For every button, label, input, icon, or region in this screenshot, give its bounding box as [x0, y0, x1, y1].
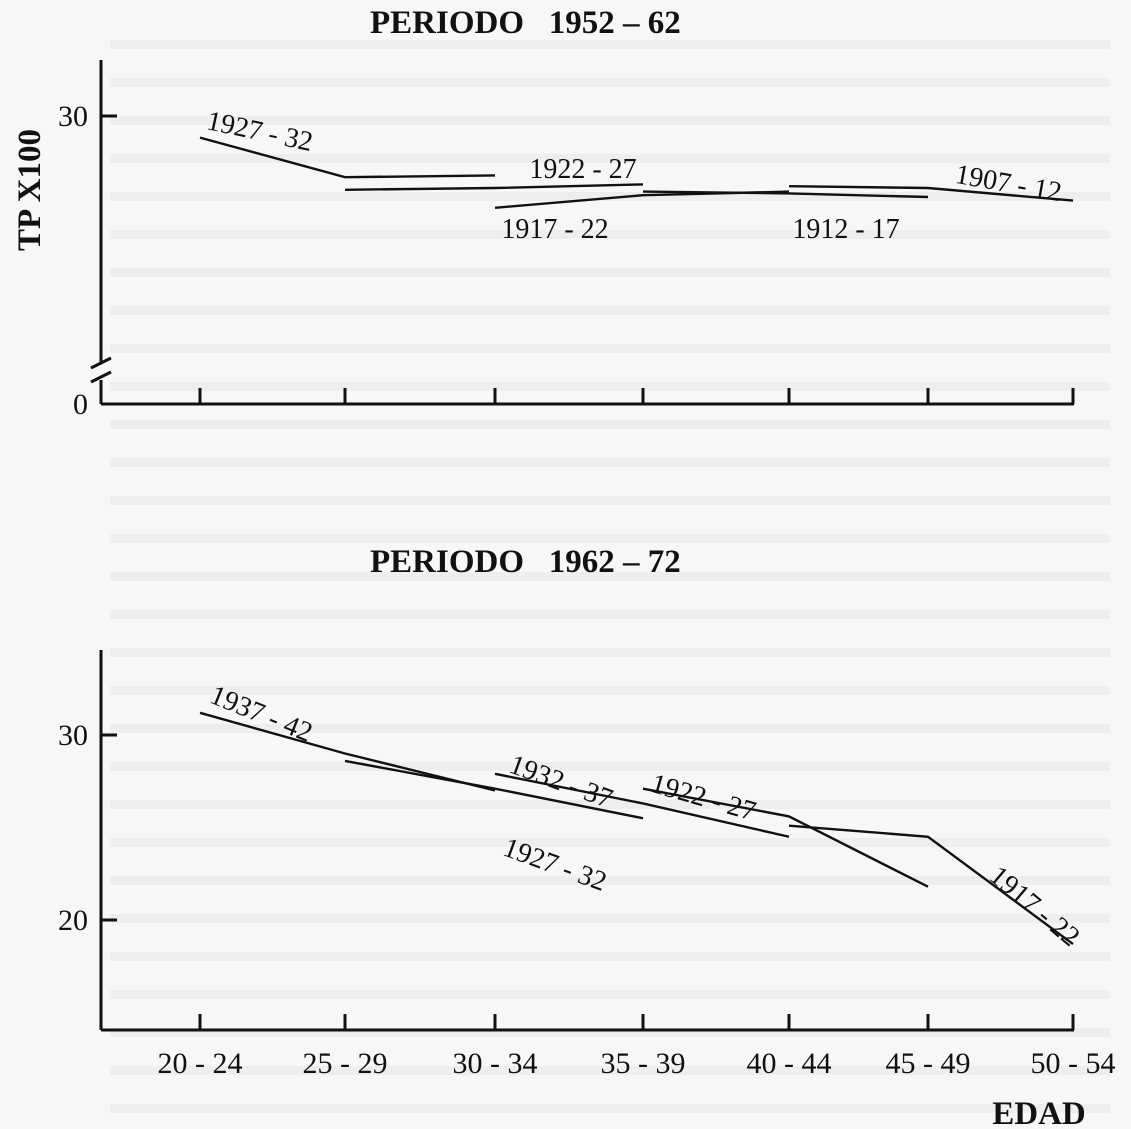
background-text-line: [110, 40, 1110, 49]
x-tick-label: 30 - 34: [453, 1047, 538, 1080]
background-text-line: [110, 154, 1110, 163]
background-text-line: [110, 990, 1110, 999]
series-label: 1912 - 17: [792, 214, 899, 245]
background-text-line: [110, 876, 1110, 885]
background-text-line: [110, 648, 1110, 657]
series-line: [642, 787, 929, 888]
background-text-line: [110, 192, 1110, 201]
x-tick-label: 20 - 24: [158, 1047, 243, 1080]
x-ticks: [198, 1014, 1075, 1030]
y-tick-label: 30: [58, 100, 88, 133]
series-lines: [199, 136, 1074, 209]
x-tick-labels: 20 - 24 25 - 29 30 - 34 35 - 39 40 - 44 45 - …: [158, 1047, 1116, 1080]
x-tick-label: 45 - 49: [886, 1047, 971, 1080]
background-text-line: [110, 952, 1110, 961]
chart-period-1952-62: PERIODO 1952 – 62 TP X100 30 0 1927 - 32…: [12, 5, 1075, 421]
background-text-line: [110, 686, 1110, 695]
background-text-line: [110, 496, 1110, 505]
background-text-line: [110, 572, 1110, 581]
series-label: 1917 - 22: [501, 214, 608, 245]
x-tick-label: 25 - 29: [303, 1047, 388, 1080]
background-text-line: [110, 116, 1110, 125]
background-text-line: [110, 800, 1110, 809]
background-text-line: [110, 914, 1110, 923]
background-text-line: [110, 306, 1110, 315]
series-lines: [199, 711, 1074, 946]
background-text-line: [110, 534, 1110, 543]
background-text-line: [110, 78, 1110, 87]
chart-title: PERIODO 1962 – 72: [370, 544, 681, 580]
y-tick-label: 20: [58, 904, 88, 937]
background-text-line: [110, 268, 1110, 277]
background-text-line: [110, 458, 1110, 467]
background-text-line: [110, 420, 1110, 429]
axis-break-mark: [90, 356, 112, 384]
series-line: [494, 772, 790, 838]
background-text-line: [110, 838, 1110, 847]
x-tick-label: 50 - 54: [1031, 1047, 1116, 1080]
y-tick-label: 0: [73, 388, 88, 421]
x-ticks: [198, 388, 1075, 404]
series-line: [788, 185, 1074, 202]
series-line: [788, 824, 1074, 946]
background-text-line: [110, 344, 1110, 353]
x-axis-label: EDAD: [992, 1096, 1086, 1129]
background-text-line: [110, 382, 1110, 391]
series-label: 1922 - 27: [529, 154, 636, 185]
x-tick-label: 40 - 44: [747, 1047, 832, 1080]
x-tick-label: 35 - 39: [601, 1047, 686, 1080]
y-axis-label: TP X100: [12, 129, 48, 251]
series-line: [199, 136, 496, 179]
background-text-line: [110, 1104, 1110, 1113]
chart-title: PERIODO 1952 – 62: [370, 5, 681, 41]
background-text-line: [110, 610, 1110, 619]
background-text-lines: [110, 40, 1110, 1113]
series-line: [344, 759, 644, 820]
background-text-line: [110, 230, 1110, 239]
series-line: [642, 190, 929, 199]
series-line: [199, 711, 496, 792]
background-text-line: [110, 1028, 1110, 1037]
y-tick-label: 30: [58, 719, 88, 752]
series-line: [344, 183, 644, 191]
background-text-line: [110, 724, 1110, 733]
background-text-line: [110, 762, 1110, 771]
background-text-line: [110, 1066, 1110, 1075]
